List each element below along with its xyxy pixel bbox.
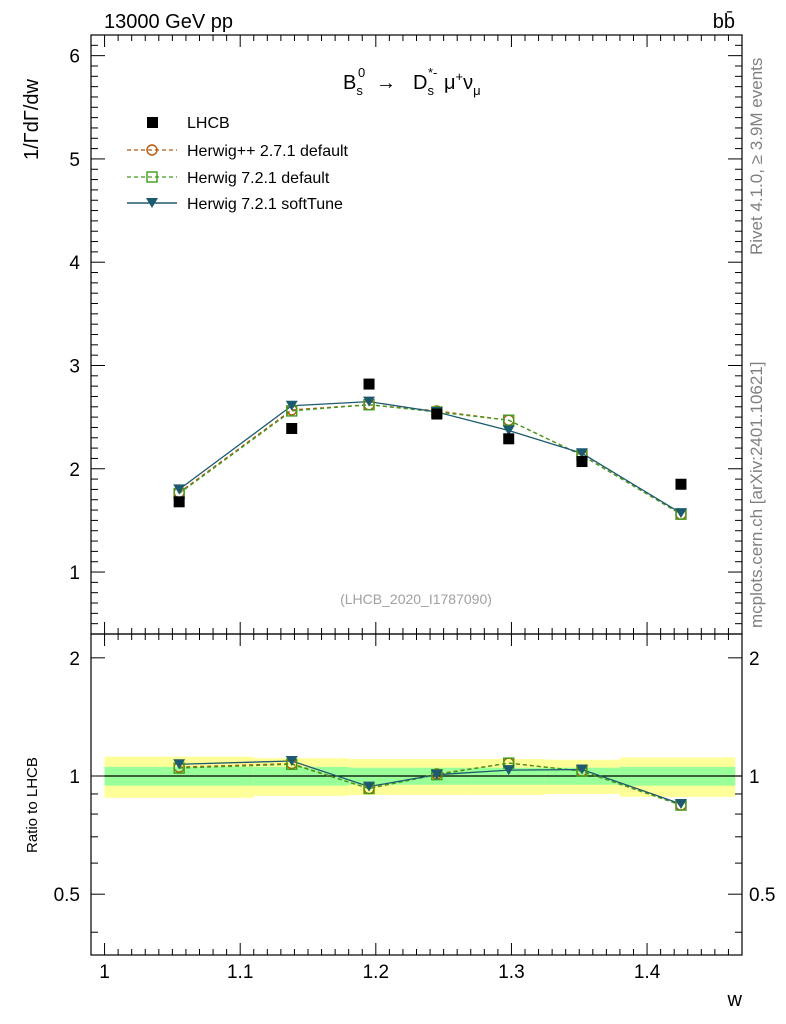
x-tick-label: 1.3 [498, 962, 524, 983]
marker-main-1-4 [503, 414, 515, 426]
legend-marker-herwigpp [146, 144, 158, 156]
marker-ratio-2-2 [363, 781, 376, 792]
data-point-lhcb-1 [286, 422, 298, 434]
x-tick-label: 1.2 [363, 962, 389, 983]
y-tick-label: 1 [69, 563, 80, 584]
rivet-version-label: Rivet 4.1.0, ≥ 3.9M events [747, 58, 766, 255]
energy-label: 13000 GeV pp [104, 11, 233, 33]
axis-ticks: 1 1.1 1.2 1.3 1.4 1 2 3 4 5 6 0.5 0.5 1 1 2 2 [54, 34, 775, 983]
ratio-tick-label-right: 1 [749, 767, 760, 788]
marker-main-2-2 [363, 396, 376, 407]
data-point-lhcb-4 [503, 433, 515, 445]
legend-marker-lhcb [147, 117, 158, 128]
marker-ratio-2-5 [575, 764, 588, 775]
y-tick-label: 3 [69, 356, 80, 377]
ratio-tick-label-left: 1 [69, 767, 80, 788]
legend-marker-herwig-softtune [146, 198, 158, 208]
legend-label-herwigpp: Herwig++ 2.7.1 default [187, 143, 349, 160]
x-tick-label: 1 [99, 962, 110, 983]
data-point-lhcb-6 [675, 478, 687, 490]
x-tick-label: 1.4 [634, 962, 661, 983]
legend: LHCB Herwig++ 2.7.1 default Herwig 7.2.1… [127, 115, 349, 213]
data-point-lhcb-0 [173, 496, 185, 508]
marker-ratio-2-0 [173, 759, 186, 770]
legend-marker-herwig-default [146, 171, 158, 183]
x-tick-label: 1.1 [227, 962, 253, 983]
legend-label-lhcb: LHCB [187, 115, 230, 132]
y-tick-label: 2 [69, 460, 80, 481]
legend-label-herwig-default: Herwig 7.2.1 default [187, 170, 330, 187]
ratio-tick-label-left: 0.5 [54, 885, 80, 906]
ratio-tick-label-right: 0.5 [749, 885, 775, 906]
process-label: bb̄ [713, 10, 735, 33]
x-axis-label: w [727, 989, 743, 1011]
analysis-label: (LHCB_2020_I1787090) [340, 591, 492, 607]
y-tick-label: 5 [69, 150, 80, 171]
marker-ratio-2-6 [674, 798, 687, 809]
data-point-lhcb-2 [363, 378, 375, 390]
marker-main-2-5 [575, 448, 588, 459]
marker-main-2-6 [674, 508, 687, 519]
ratio-axis-label: Ratio to LHCB [24, 757, 41, 853]
y-tick-label: 4 [69, 253, 80, 274]
ratio-tick-label-right: 2 [749, 649, 760, 670]
y-axis-label: 1/ΓdΓ/dw [21, 78, 43, 160]
series-line-main-2 [178, 400, 682, 514]
marker-main-2-4 [502, 425, 515, 436]
series-line-main-1 [178, 404, 682, 515]
ratio-tick-label-left: 2 [69, 649, 80, 670]
y-tick-label: 6 [69, 47, 80, 68]
mcplots-label: mcplots.cern.ch [arXiv:2401.10621] [747, 362, 766, 628]
title-b: B [343, 72, 356, 94]
data-point-lhcb-3 [431, 408, 443, 420]
data-point-lhcb-5 [576, 456, 588, 468]
data-markers [173, 378, 687, 811]
series-line-main-0 [178, 404, 682, 515]
marker-ratio-2-1 [285, 755, 298, 766]
process-title: Bs0 → Ds*- μ+νμ [343, 65, 481, 98]
marker-ratio-2-3 [430, 769, 443, 780]
marker-ratio-2-4 [502, 765, 515, 776]
marker-main-2-1 [285, 400, 298, 411]
marker-main-2-0 [173, 484, 186, 495]
legend-label-herwig-softtune: Herwig 7.2.1 softTune [187, 196, 343, 213]
